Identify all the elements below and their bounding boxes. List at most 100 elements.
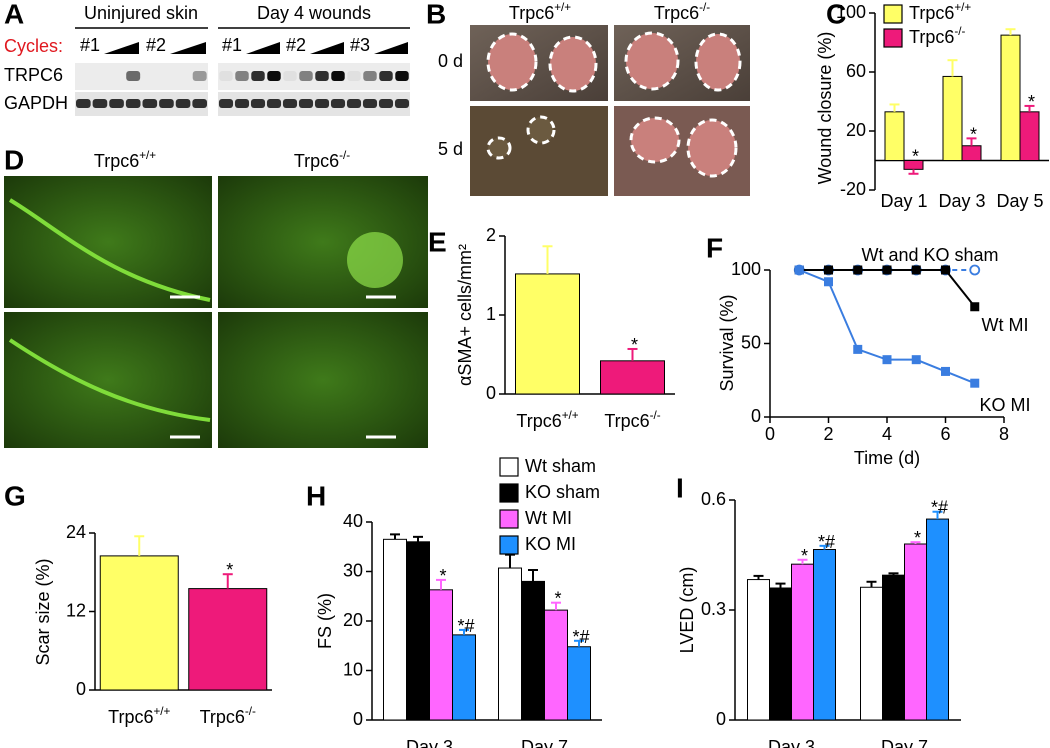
- y-tick-label: 100: [836, 2, 866, 22]
- blot-band: [218, 99, 234, 108]
- x-tick-label: Day 3: [938, 191, 985, 211]
- y-tick-label: -20: [840, 179, 866, 199]
- bar: [383, 538, 407, 721]
- error-bar: [947, 59, 958, 77]
- blot-band: [315, 71, 329, 81]
- label-base: Trpc6: [94, 151, 139, 171]
- group-label: Day 4 wounds: [257, 3, 371, 23]
- bar: [942, 75, 963, 161]
- wound-outline: [694, 32, 742, 92]
- cycles-label: Cycles:: [4, 36, 63, 56]
- panel-letter: H: [306, 480, 326, 511]
- x-tick-label: Day 5: [996, 191, 1043, 211]
- significance-marker: *: [226, 560, 233, 580]
- label-superscript: -/-: [699, 1, 710, 14]
- significance-marker: *: [631, 335, 638, 355]
- panel-letter: F: [706, 232, 723, 263]
- error-bar: [436, 578, 446, 590]
- bar: [1019, 111, 1040, 161]
- blot-strip: [218, 92, 410, 116]
- label-base: Trpc6: [654, 3, 699, 23]
- bar: [747, 579, 770, 721]
- point: [911, 355, 921, 365]
- bar: [904, 543, 927, 721]
- bar: [791, 563, 814, 721]
- blot-band: [267, 71, 281, 81]
- x-tick-label: Trpc6+/+: [516, 409, 578, 431]
- y-tick-label: 0: [76, 679, 86, 699]
- point: [853, 265, 863, 275]
- significance-marker: *: [912, 147, 919, 167]
- error-bar: [910, 541, 921, 544]
- x-tick-label: 2: [823, 424, 833, 444]
- y-tick-label: 0: [353, 709, 363, 729]
- y-axis-label: Scar size (%): [33, 558, 53, 665]
- y-tick-label: 0: [751, 406, 761, 426]
- bar: [498, 567, 522, 721]
- legend-swatch: [499, 535, 519, 555]
- replicate-label: #3: [350, 35, 370, 55]
- x-axis-label: Time (d): [854, 448, 920, 468]
- y-tick-label: 50: [741, 332, 761, 352]
- y-axis-label: FS (%): [315, 593, 335, 649]
- label-superscript: -/-: [339, 149, 350, 162]
- bar: [567, 646, 591, 721]
- series-label: Wt MI: [982, 315, 1029, 335]
- label-base: Trpc6: [294, 151, 339, 171]
- x-tick-label: 8: [999, 424, 1009, 444]
- y-tick-label: 20: [343, 610, 363, 630]
- legend-label: Trpc6+/+: [909, 1, 971, 23]
- y-tick-label: 1: [486, 304, 496, 324]
- x-tick-label: Day 3: [406, 737, 453, 748]
- panel-d: D Trpc6+/+ Trpc6-/-: [4, 144, 428, 448]
- error-bar: [908, 169, 919, 175]
- x-tick-label: 0: [765, 424, 775, 444]
- blot-band: [125, 99, 141, 108]
- error-bar: [459, 628, 469, 635]
- error-bar: [390, 533, 400, 540]
- micrograph: [218, 312, 428, 448]
- error-bar: [797, 558, 808, 565]
- x-tick-label: Day 1: [880, 191, 927, 211]
- blot-band: [234, 99, 250, 108]
- y-tick-label: 40: [343, 511, 363, 531]
- micrograph: [218, 176, 428, 308]
- y-tick-label: 0.3: [701, 599, 726, 619]
- blot-band: [235, 71, 249, 81]
- blot-band: [347, 71, 361, 81]
- blot-band: [394, 99, 410, 108]
- panel-b: B Trpc6+/+ Trpc6-/- 0 d 5 d: [426, 0, 750, 196]
- cycle-ramp: [104, 42, 139, 54]
- row-label: GAPDH: [4, 93, 68, 113]
- bar: [544, 609, 568, 721]
- wound-outline: [486, 136, 512, 160]
- label-superscript: +/+: [954, 1, 971, 14]
- significance-marker: *#: [457, 616, 474, 636]
- label-superscript: +/+: [562, 409, 579, 422]
- micrograph: [4, 176, 212, 308]
- blot-band: [109, 99, 124, 108]
- bar: [884, 111, 905, 161]
- label-base: Trpc6: [909, 3, 954, 23]
- error-bar: [888, 572, 899, 576]
- error-bar: [413, 535, 423, 542]
- point: [824, 265, 833, 275]
- blot-band: [299, 71, 313, 81]
- cycle-ramp: [246, 42, 280, 54]
- blot-band: [363, 71, 377, 81]
- legend-swatch: [499, 483, 519, 503]
- bar: [813, 549, 836, 721]
- error-bar: [528, 569, 538, 582]
- bar: [600, 360, 665, 395]
- blot-band: [159, 99, 174, 108]
- y-tick-label: 24: [66, 522, 86, 542]
- blot-strip: [75, 63, 208, 90]
- error-bar: [505, 553, 515, 569]
- wound-outline: [629, 116, 681, 164]
- point: [970, 302, 980, 312]
- legend-label: KO MI: [525, 534, 576, 554]
- error-bar: [1024, 104, 1035, 112]
- blot-band: [346, 99, 362, 108]
- blot-strip: [218, 63, 410, 90]
